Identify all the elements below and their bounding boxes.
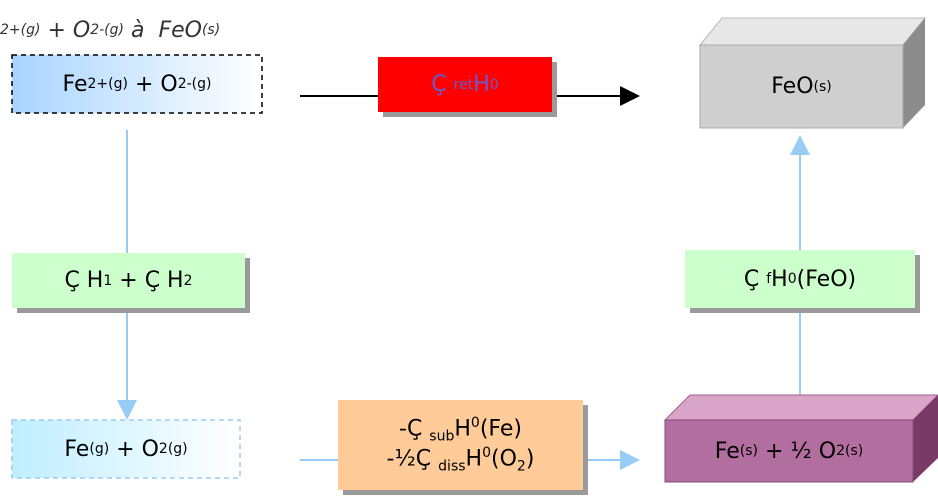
label-text: Ç — [431, 72, 453, 97]
label-text: H — [771, 267, 788, 292]
label-text: 2(s) — [836, 443, 863, 459]
label-text: (g) — [89, 441, 109, 457]
label-text: (s) — [740, 443, 758, 459]
cuboid-top — [665, 395, 938, 420]
label-text: (g) — [192, 76, 212, 92]
label-text: + ½ O — [758, 439, 836, 464]
label-text: -½Ç — [387, 446, 439, 471]
label-text: 1 — [103, 273, 112, 289]
label-text: (g) — [108, 76, 128, 92]
label-text: -Ç — [399, 417, 429, 442]
label-text: ret — [454, 77, 474, 93]
label-text: (s) — [202, 22, 220, 38]
label-text: 2+ — [0, 22, 21, 38]
label-text: (Fe) — [480, 417, 522, 442]
step-line: -Ç subH0(Fe) — [399, 415, 522, 445]
label-text: 2 — [517, 459, 526, 475]
label-text: H — [454, 417, 471, 442]
label-text: FeO — [771, 74, 813, 99]
label-text: 2- — [178, 76, 192, 92]
label-text: + Ç H — [112, 268, 183, 293]
label-text: (O — [491, 446, 517, 471]
page: 2+(g) + O2-(g) à FeO(s) Fe2+(g) + O2-(g)… — [0, 0, 938, 496]
label-text: Fe — [64, 437, 89, 462]
label-text: H — [473, 72, 490, 97]
node-label: FeO(s) — [700, 45, 903, 128]
label-text: Ç — [744, 267, 766, 292]
label-text: 2 — [184, 273, 193, 289]
step-line: -½Ç dissH0(O2) — [387, 445, 535, 475]
label-text: sub — [429, 429, 454, 445]
label-text: 0 — [788, 271, 797, 287]
label-text: (FeO) — [797, 267, 856, 292]
label-text: 0 — [490, 77, 499, 93]
label-text: + O — [40, 18, 90, 43]
label-text: à FeO — [124, 18, 202, 43]
label-text: (g) — [21, 22, 41, 38]
label-text: 2(g) — [159, 441, 188, 457]
label-text: + O — [109, 437, 159, 462]
label-text: ) — [526, 446, 535, 471]
label-text: Fe — [63, 72, 88, 97]
label-text: Ç H — [64, 268, 103, 293]
label-text: + O — [128, 72, 178, 97]
label-text: 2- — [90, 22, 104, 38]
label-text: Fe — [715, 439, 740, 464]
label-text: 0 — [471, 415, 480, 431]
label-text: H — [466, 446, 483, 471]
label-text: (g) — [104, 22, 124, 38]
label-text: (s) — [814, 79, 832, 95]
step-box: -Ç subH0(Fe) -½Ç dissH0(O2) — [338, 400, 583, 490]
cuboid-top — [700, 18, 925, 45]
label-text: diss — [438, 459, 465, 475]
label-text: 0 — [482, 445, 491, 461]
label-text: 2+ — [88, 76, 109, 92]
